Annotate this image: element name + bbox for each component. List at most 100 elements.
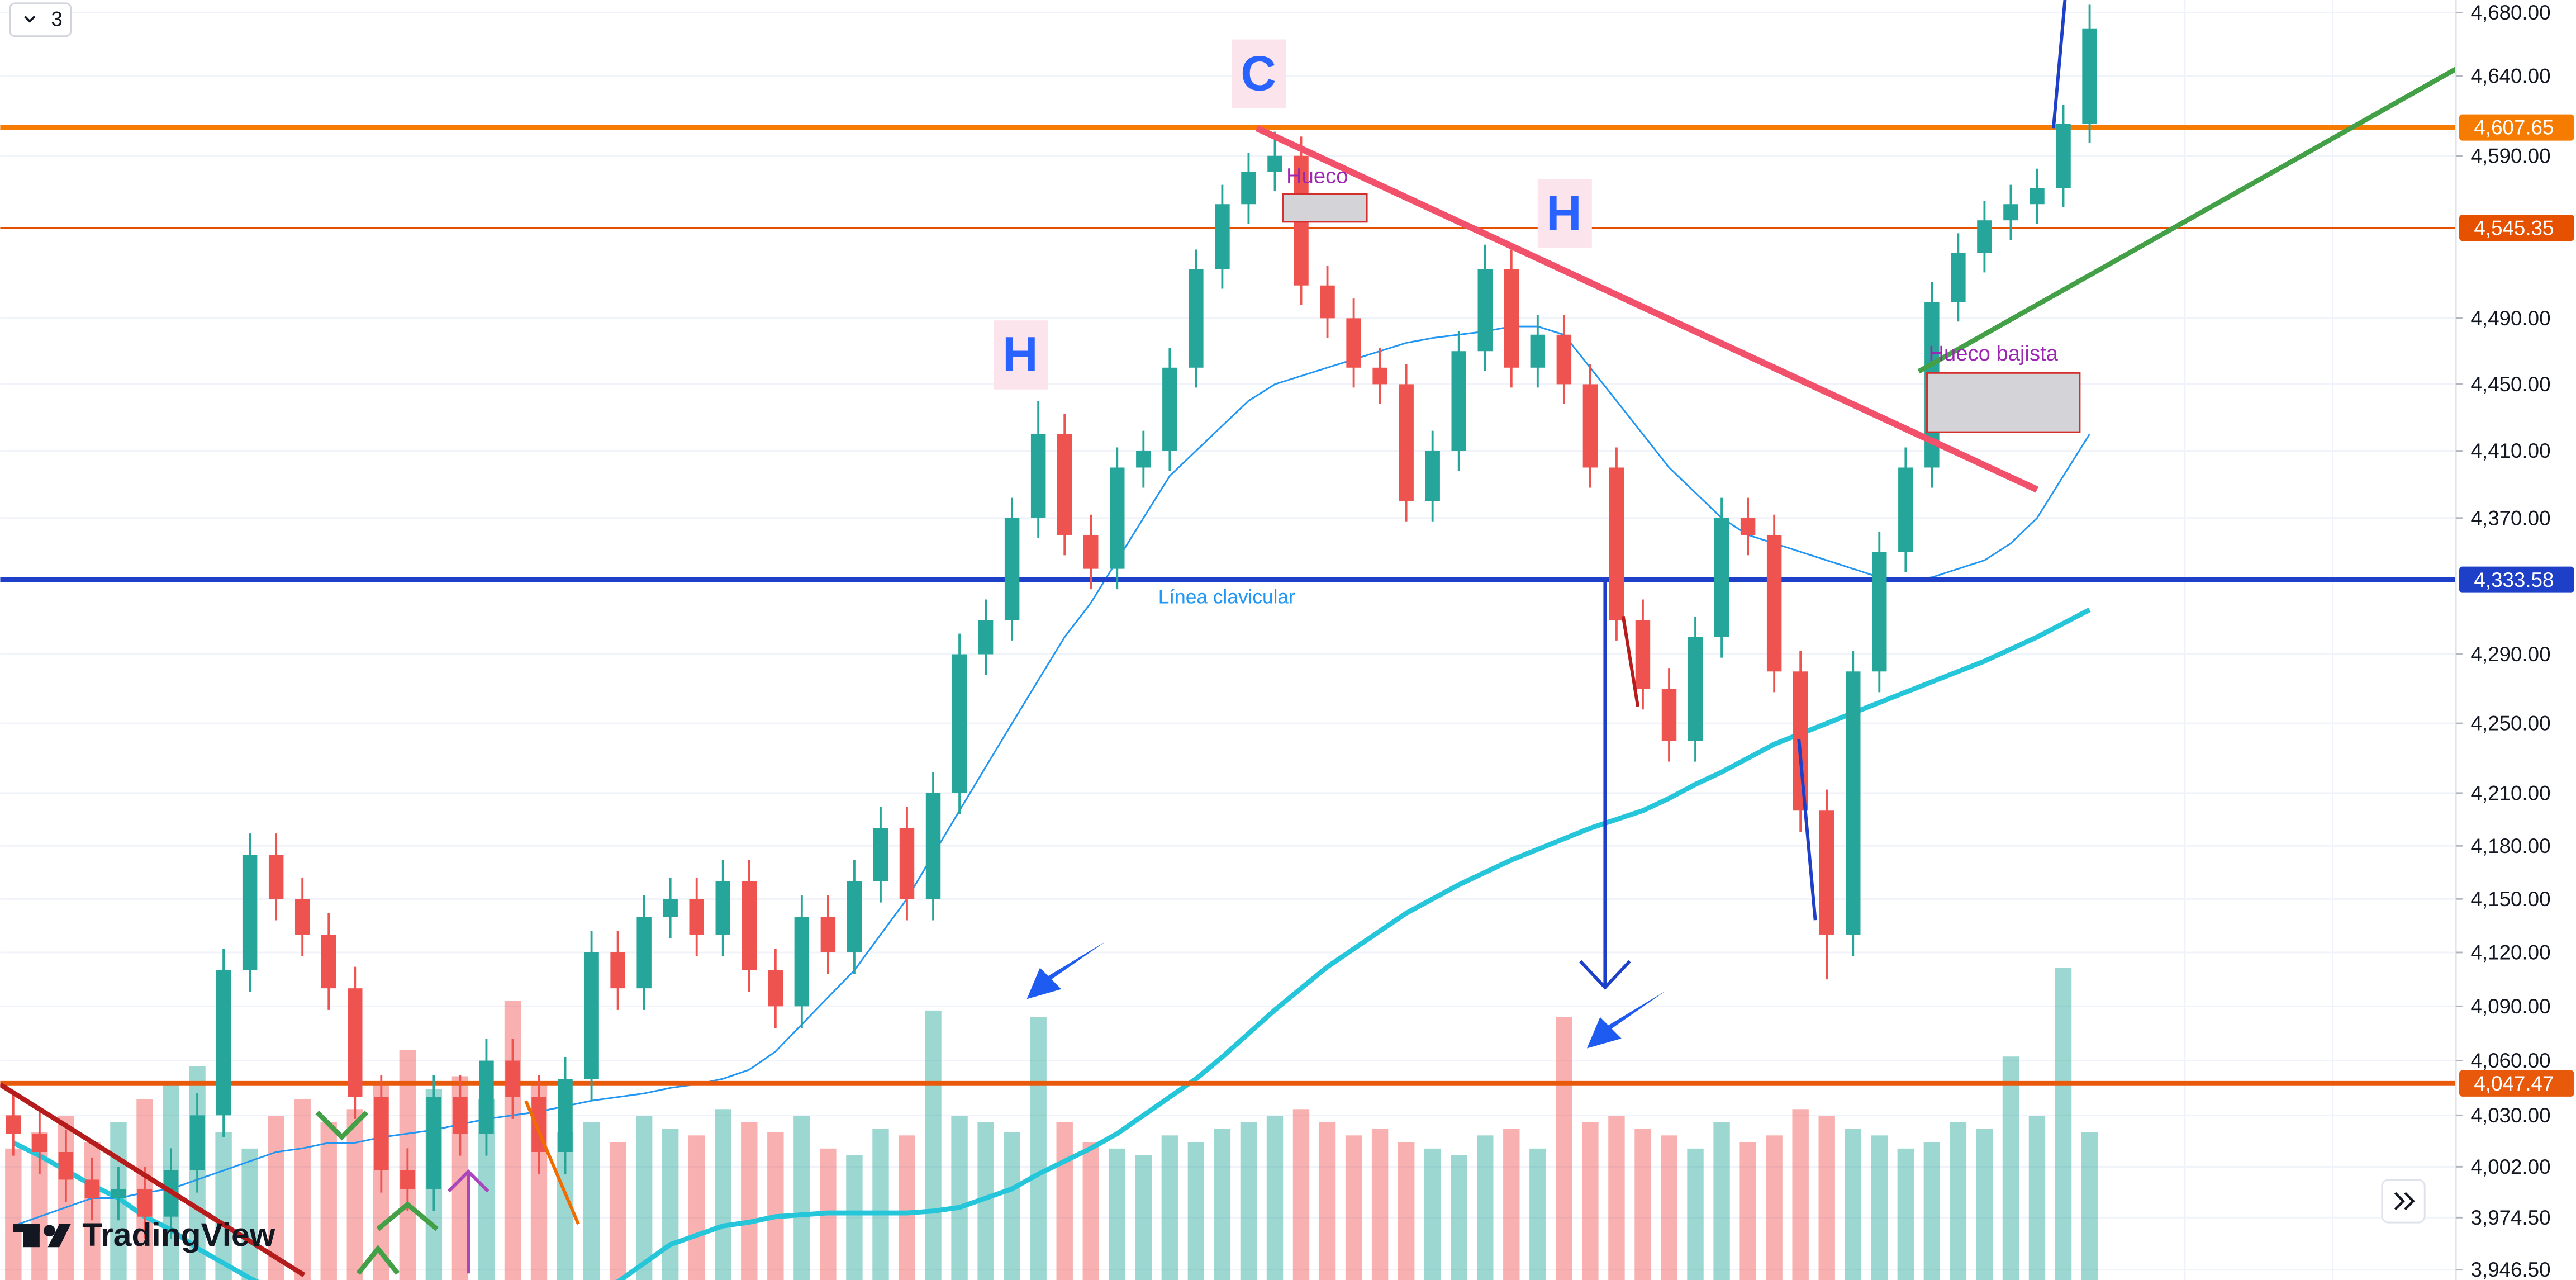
trend-line — [524, 1100, 580, 1225]
candle-body — [84, 1179, 100, 1198]
candle-body — [820, 917, 836, 952]
volume-bar — [1319, 1122, 1336, 1280]
candle-body — [189, 1115, 205, 1170]
volume-bar — [1161, 1135, 1178, 1280]
arrow — [1026, 941, 1106, 999]
volume-bar — [294, 1099, 311, 1280]
volume-bar — [1608, 1116, 1625, 1280]
arrow — [1587, 990, 1666, 1049]
candle-body — [610, 952, 625, 989]
level-label: 4,545.35 — [2474, 216, 2554, 239]
candle-body — [6, 1115, 21, 1134]
candle-body — [1635, 620, 1651, 689]
candle-body — [1267, 155, 1282, 172]
volume-bar — [583, 1122, 600, 1280]
chevron — [2404, 1192, 2415, 1211]
volume-bar — [951, 1116, 968, 1280]
volume-bar — [1713, 1122, 1730, 1280]
trend-line — [2051, 0, 2067, 129]
volume-bar — [1503, 1129, 1520, 1280]
candle-body — [1819, 810, 1834, 935]
interval-badge[interactable]: 3 — [51, 7, 62, 30]
y-tick-label: 4,370.00 — [2471, 506, 2551, 529]
candle-body — [2030, 188, 2045, 205]
volume-bar — [1739, 1142, 1756, 1280]
volume-bar — [1687, 1148, 1704, 1280]
candle-body — [111, 1188, 126, 1198]
candle-body — [505, 1060, 520, 1097]
candle-body — [873, 828, 888, 881]
volume-bar — [1240, 1122, 1257, 1280]
level-label: 4,333.58 — [2474, 568, 2554, 591]
candle-body — [426, 1097, 441, 1189]
logo-text: TradingView — [82, 1217, 275, 1253]
candle-body — [1609, 467, 1624, 620]
candle-body — [1846, 671, 1861, 935]
logo-mark — [44, 1225, 55, 1237]
pattern-label: H — [1546, 185, 1582, 240]
volume-bar — [1424, 1148, 1441, 1280]
volume-bar — [635, 1116, 653, 1280]
volume-bar — [1214, 1129, 1231, 1280]
candle-body — [794, 917, 810, 1007]
candle-body — [899, 828, 915, 899]
volume-bar — [1082, 1142, 1099, 1280]
gap-box — [1926, 372, 2081, 433]
chevron — [2394, 1192, 2406, 1211]
label-bg — [1232, 39, 1287, 109]
interval-button[interactable] — [9, 2, 72, 37]
volume-bar — [715, 1109, 731, 1280]
volume-bar — [741, 1122, 758, 1280]
volume-bar — [1950, 1122, 1967, 1280]
candle-body — [768, 970, 783, 1007]
candle-body — [1083, 534, 1099, 569]
volume-bar — [872, 1129, 889, 1280]
trend-line — [1255, 125, 2038, 493]
candle-body — [925, 793, 941, 899]
volume-bar — [925, 1010, 942, 1280]
neckline-label: Línea clavicular — [1158, 586, 1295, 608]
volume-bar — [1030, 1017, 1047, 1280]
volume-bar — [767, 1132, 784, 1280]
y-tick-label: 4,120.00 — [2471, 941, 2551, 964]
logo: TradingView — [13, 1217, 275, 1253]
candle-body — [1215, 204, 1230, 269]
volume-bar — [1371, 1129, 1389, 1280]
volume-bar — [1923, 1142, 1941, 1280]
candle-body — [1582, 384, 1598, 468]
gap-label: Hueco bajista — [1928, 342, 2058, 366]
volume-bar — [1292, 1109, 1310, 1280]
y-tick-label: 4,150.00 — [2471, 888, 2551, 911]
candle-body — [1189, 269, 1204, 368]
gap-label: Hueco — [1286, 164, 1348, 188]
arrow-head — [447, 1169, 489, 1193]
volume-bar — [1345, 1135, 1362, 1280]
candle-body — [1688, 637, 1703, 741]
volume-bar — [662, 1129, 679, 1280]
label-bg — [1537, 179, 1592, 248]
candle-body — [1136, 451, 1151, 468]
volume-bar — [346, 1109, 363, 1280]
trend-line — [1797, 739, 1817, 921]
y-tick-label: 4,002.00 — [2471, 1155, 2551, 1178]
pattern-label: H — [1002, 326, 1038, 382]
candle-body — [294, 899, 310, 935]
volume-bar — [1451, 1155, 1467, 1280]
y-tick-label: 4,090.00 — [2471, 995, 2551, 1018]
candle-body — [1451, 351, 1466, 451]
volume-bar — [215, 1132, 232, 1280]
volume-bar — [2028, 1116, 2046, 1280]
y-tick-label: 4,290.00 — [2471, 643, 2551, 666]
candle-body — [2003, 204, 2018, 221]
arrow-head — [315, 1111, 368, 1141]
volume-bar — [1634, 1129, 1651, 1280]
volume-bar — [846, 1155, 863, 1280]
y-tick-label: 3,974.50 — [2471, 1206, 2551, 1229]
candle-body — [742, 881, 757, 971]
candle-body — [137, 1188, 153, 1217]
candle-body — [1714, 518, 1729, 637]
trend-line — [1917, 67, 2456, 374]
y-tick-label: 4,680.00 — [2471, 1, 2551, 24]
